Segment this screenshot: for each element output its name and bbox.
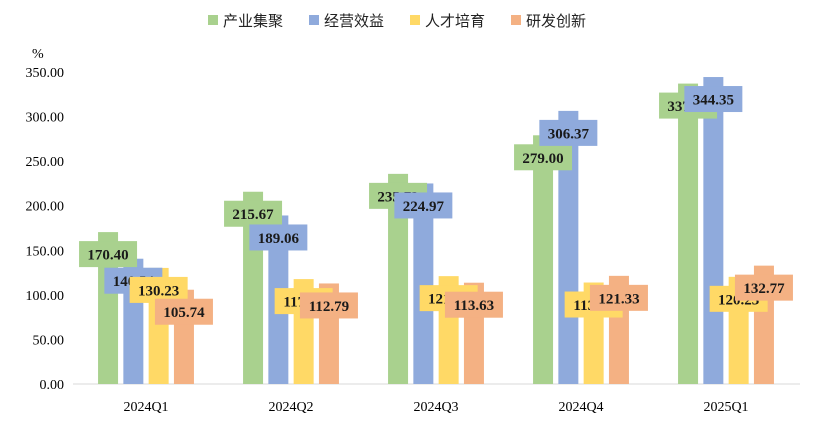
data-label: 224.97 bbox=[403, 199, 445, 215]
data-label: 132.77 bbox=[743, 281, 785, 297]
data-label-box bbox=[539, 119, 598, 146]
x-tick-label: 2024Q4 bbox=[558, 400, 603, 415]
data-label: 113.63 bbox=[454, 298, 494, 314]
data-label: 112.79 bbox=[309, 299, 349, 315]
y-tick-label: 200.00 bbox=[26, 200, 65, 215]
y-axis-unit: % bbox=[32, 47, 44, 62]
x-tick-label: 2024Q2 bbox=[268, 400, 313, 415]
legend-label: 人才培育 bbox=[425, 12, 485, 30]
y-tick-label: 150.00 bbox=[26, 244, 65, 259]
data-label-box bbox=[224, 200, 283, 227]
legend-swatch bbox=[410, 15, 420, 25]
data-label-box bbox=[589, 284, 648, 311]
x-tick-label: 2024Q3 bbox=[413, 400, 458, 415]
legend-swatch bbox=[309, 15, 319, 25]
data-label-box bbox=[249, 224, 308, 251]
data-label: 344.35 bbox=[693, 93, 734, 109]
y-tick-label: 350.00 bbox=[26, 66, 65, 81]
data-label-box bbox=[684, 86, 743, 113]
data-label-box bbox=[299, 292, 358, 319]
data-label-box bbox=[444, 291, 503, 318]
legend-label: 研发创新 bbox=[526, 12, 586, 30]
data-label: 170.40 bbox=[87, 248, 128, 264]
data-label: 306.37 bbox=[548, 126, 590, 142]
data-label: 215.67 bbox=[232, 207, 274, 223]
data-label-box bbox=[514, 144, 573, 171]
bar-1-2 bbox=[413, 183, 434, 384]
x-tick-label: 2025Q1 bbox=[703, 400, 748, 415]
y-tick-label: 50.00 bbox=[33, 333, 65, 348]
data-label-box bbox=[394, 192, 453, 219]
legend-label: 产业集聚 bbox=[223, 12, 283, 30]
data-label: 121.33 bbox=[598, 291, 639, 307]
data-label: 279.00 bbox=[522, 151, 563, 167]
data-label: 105.74 bbox=[163, 305, 205, 321]
data-label: 189.06 bbox=[258, 231, 300, 247]
data-label: 130.23 bbox=[138, 283, 179, 299]
bar-0-3 bbox=[533, 135, 554, 384]
x-tick-label: 2024Q1 bbox=[123, 400, 168, 415]
data-label-box bbox=[79, 241, 138, 268]
legend-swatch bbox=[511, 15, 521, 25]
y-tick-label: 300.00 bbox=[26, 111, 65, 126]
legend-swatch bbox=[208, 15, 218, 25]
bar-1-4 bbox=[703, 77, 724, 385]
y-tick-label: 100.00 bbox=[26, 289, 65, 304]
data-label-box bbox=[734, 274, 793, 301]
bar-0-2 bbox=[388, 173, 409, 384]
y-tick-label: 0.00 bbox=[40, 378, 65, 393]
legend-label: 经营效益 bbox=[324, 12, 384, 30]
y-tick-label: 250.00 bbox=[26, 155, 65, 170]
bar-0-4 bbox=[678, 83, 699, 385]
data-label-box bbox=[129, 276, 188, 303]
data-label-box bbox=[154, 298, 213, 325]
